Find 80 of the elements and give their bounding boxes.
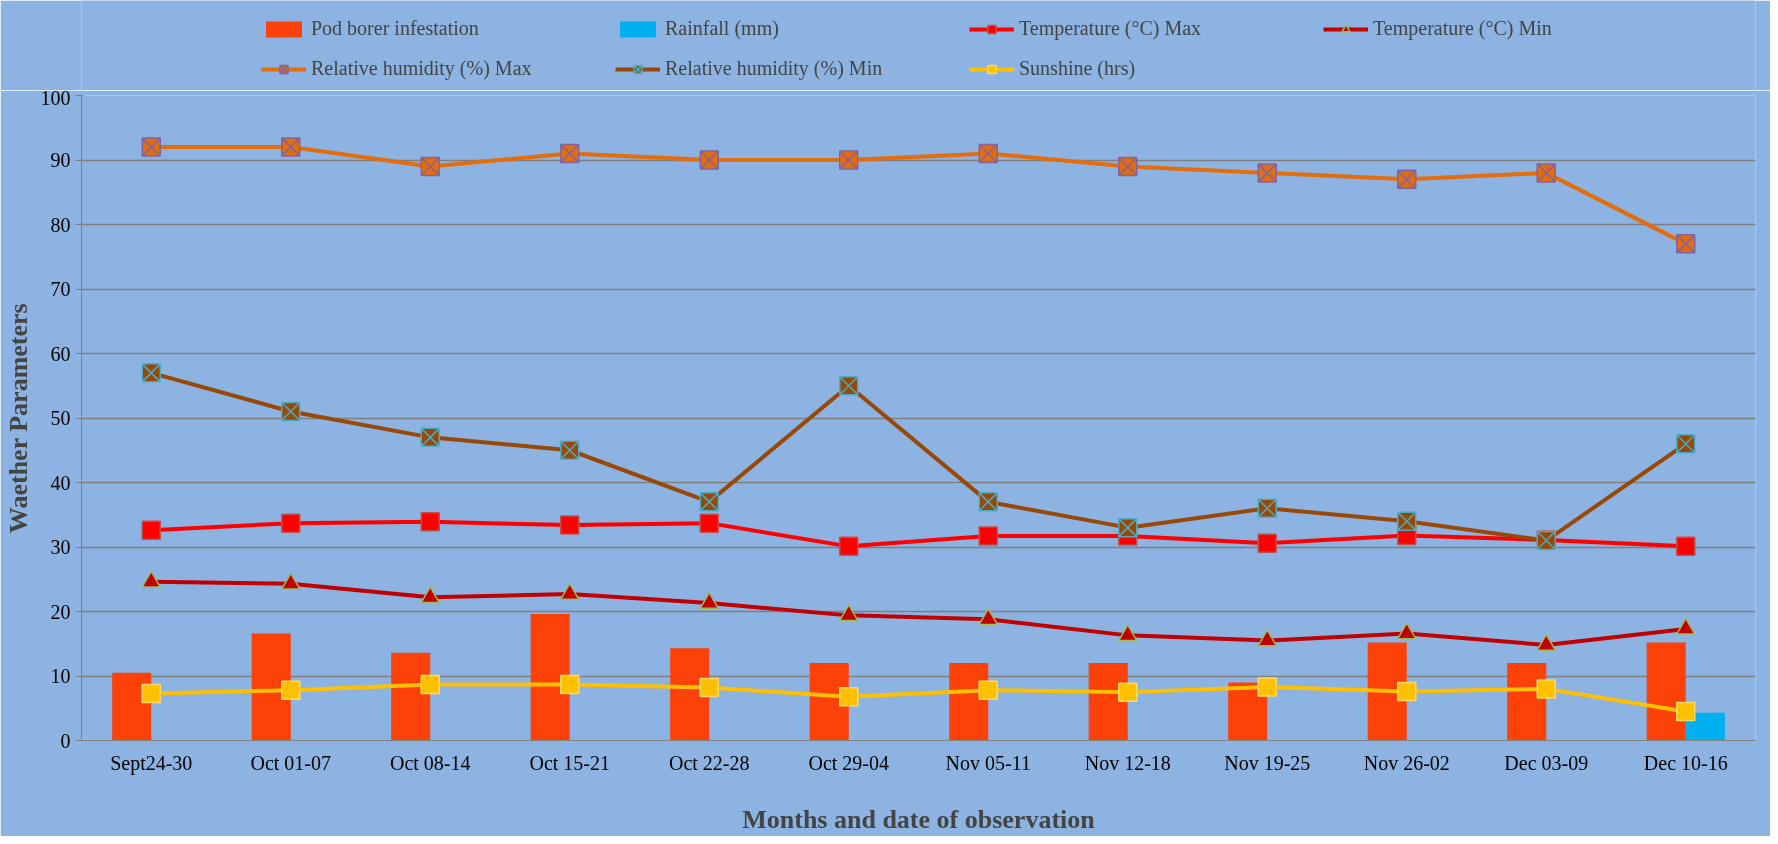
legend-label: Temperature (°C) Max — [1019, 17, 1203, 40]
point — [699, 513, 719, 533]
point — [1676, 536, 1696, 557]
point — [141, 137, 161, 157]
x-tick-label: Dec 03-09 — [1504, 751, 1589, 774]
x-tick-label: Oct 08-14 — [389, 751, 471, 774]
legend-label: Pod borer infestation — [311, 17, 480, 40]
point — [978, 492, 998, 512]
y-tick-label: 20 — [50, 600, 71, 623]
legend-label: Relative humidity (%) Min — [665, 57, 884, 80]
point — [420, 512, 440, 532]
point — [560, 440, 580, 460]
y-tick-label: 0 — [60, 729, 71, 752]
point — [281, 401, 301, 422]
point — [1397, 169, 1417, 190]
point — [141, 683, 161, 704]
point — [699, 150, 719, 170]
x-axis-title: Months and date of observation — [742, 804, 1096, 834]
point — [1118, 156, 1138, 177]
x-tick-label: Sept24-30 — [110, 751, 193, 775]
point — [839, 150, 859, 170]
x-tick-label: Dec 10-16 — [1643, 751, 1728, 774]
y-tick-label: 80 — [50, 213, 71, 236]
point — [141, 520, 161, 540]
point — [1397, 681, 1417, 702]
point — [839, 686, 859, 707]
x-tick-label: Nov 26-02 — [1363, 751, 1450, 774]
x-tick-label: Oct 15-21 — [529, 751, 611, 774]
point — [1676, 234, 1696, 254]
y-tick-label: 10 — [50, 665, 71, 687]
point — [560, 143, 580, 164]
point — [1536, 163, 1556, 183]
point — [978, 680, 998, 700]
point — [141, 363, 161, 383]
bar — [1685, 712, 1725, 741]
point — [839, 536, 859, 557]
legend-label: Rainfall (mm) — [665, 17, 780, 40]
bar — [391, 652, 431, 741]
legend-label: Temperature (°C) Min — [1373, 17, 1553, 40]
x-tick-label: Oct 22-28 — [668, 751, 750, 774]
bar — [1646, 642, 1686, 741]
legend-label: Relative humidity (%) Max — [311, 57, 533, 80]
y-tick-label: 50 — [50, 407, 71, 429]
point — [1536, 679, 1556, 699]
point — [699, 677, 719, 698]
y-tick-label: 90 — [50, 149, 71, 171]
y-tick-label: 30 — [50, 536, 71, 558]
point — [560, 674, 580, 695]
x-tick-label: Nov 19-25 — [1224, 751, 1311, 774]
point — [420, 674, 440, 695]
bar — [530, 614, 570, 741]
point — [1257, 533, 1277, 553]
y-axis-title: Waether Parameters — [3, 303, 33, 534]
point — [1397, 511, 1417, 531]
x-tick-label: Oct 29-04 — [808, 751, 890, 774]
x-tick-label: Nov 12-18 — [1084, 751, 1171, 774]
y-tick-label: 60 — [50, 342, 71, 365]
y-tick-label: 40 — [50, 471, 71, 494]
point — [1676, 701, 1696, 722]
bar — [251, 633, 291, 741]
point — [1676, 434, 1696, 454]
point — [1118, 517, 1138, 538]
bar — [1367, 642, 1407, 741]
x-tick-label: Nov 05-11 — [945, 751, 1031, 774]
legend-label: Sunshine (hrs) — [1019, 57, 1137, 80]
point — [1257, 677, 1277, 697]
bar — [112, 672, 152, 741]
point — [281, 137, 301, 157]
y-tick-label: 100 — [40, 86, 71, 109]
point — [839, 376, 859, 396]
point — [281, 513, 301, 533]
y-tick-label: 70 — [50, 278, 71, 300]
point — [281, 680, 301, 700]
point — [1118, 682, 1138, 702]
point — [978, 526, 998, 546]
point — [1257, 163, 1277, 183]
point — [560, 515, 580, 535]
point — [699, 492, 719, 512]
x-tick-label: Oct 01-07 — [250, 751, 332, 774]
bar — [670, 648, 710, 741]
